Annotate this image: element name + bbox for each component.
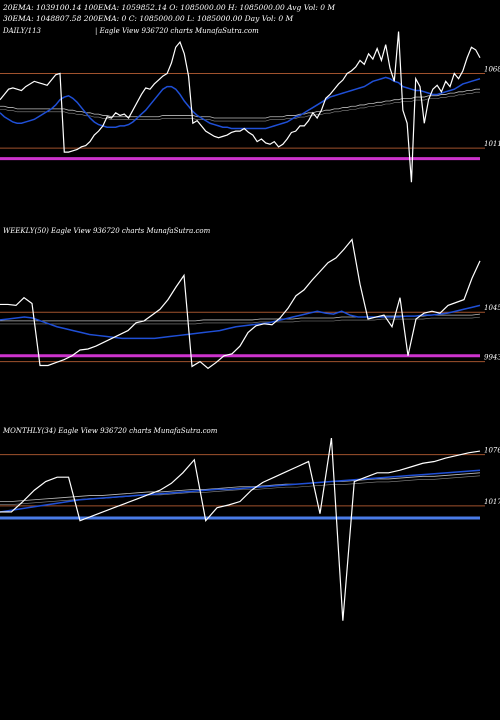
weekly-slow-ema-line-2 bbox=[0, 316, 481, 325]
weekly-upper-label: 1045 bbox=[484, 304, 500, 312]
monthly-lower-label: 1017 bbox=[484, 498, 500, 506]
daily-price-line bbox=[0, 31, 481, 183]
header-line-2: 30EMA: 1048807.58 200EMA: 0 C: 1085000.0… bbox=[3, 14, 294, 23]
weekly-slow-ema-line bbox=[0, 313, 481, 322]
daily-lower-label: 1011 bbox=[484, 140, 500, 148]
monthly-ema-line bbox=[0, 469, 481, 513]
monthly-upper-label: 1076 bbox=[484, 447, 500, 455]
monthly-price-line bbox=[0, 437, 481, 621]
daily-slow-ema-line-2 bbox=[0, 91, 480, 122]
daily-ema-line bbox=[0, 76, 481, 130]
weekly-lower-label: 9943 bbox=[484, 354, 500, 362]
monthly-slow-ema-line bbox=[0, 472, 481, 502]
header-line-1: 20EMA: 1039100.14 100EMA: 1059852.14 O: … bbox=[3, 3, 336, 12]
weekly-title: WEEKLY(50) Eagle View 936720 charts Muna… bbox=[3, 227, 211, 235]
weekly-price-line bbox=[0, 238, 481, 370]
daily-title: DAILY/113 bbox=[2, 27, 42, 35]
monthly-title: MONTHLY(34) Eagle View 936720 charts Mun… bbox=[2, 427, 218, 435]
weekly-ema-line bbox=[0, 304, 481, 340]
daily-subtitle: | Eagle View 936720 charts MunafaSutra.c… bbox=[95, 27, 259, 35]
daily-slow-ema-line bbox=[0, 88, 480, 119]
daily-upper-label: 1068 bbox=[484, 65, 500, 73]
